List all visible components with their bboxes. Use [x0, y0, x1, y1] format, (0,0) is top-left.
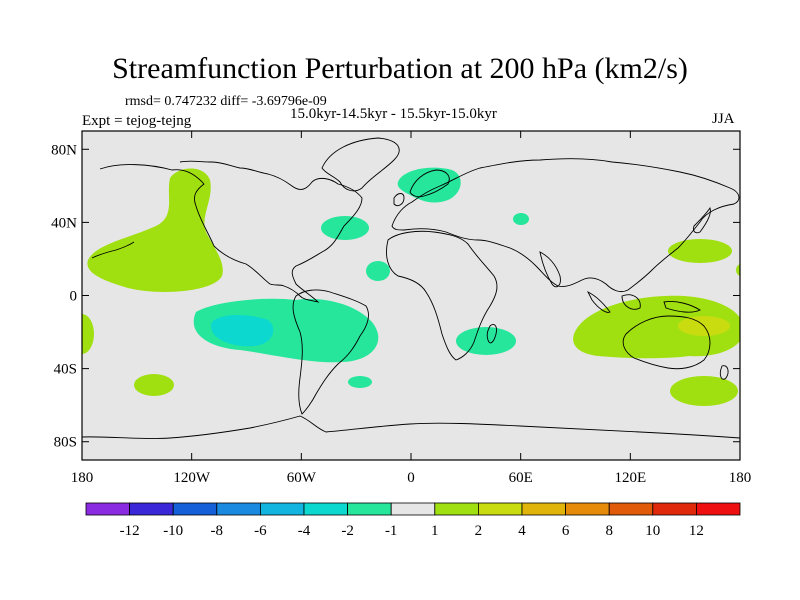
- coast-new-zealand: [719, 365, 729, 380]
- colorbar-swatch: [259, 502, 305, 516]
- region-south-pacific-negative: [193, 298, 379, 363]
- colorbar-label: 10: [645, 523, 660, 539]
- colorbar-swatch: [85, 502, 130, 516]
- colorbar-label: 6: [562, 523, 570, 539]
- region-south-pacific-small-positive: [134, 374, 174, 396]
- coast-new-guinea: [663, 301, 701, 313]
- y-tick-label: 40S: [54, 362, 77, 378]
- colorbar-label: 1: [431, 523, 439, 539]
- region-caribbean-negative: [366, 261, 390, 281]
- colorbar-label: -4: [298, 523, 311, 539]
- map-title: Streamfunction Perturbation at 200 hPa (…: [112, 52, 688, 85]
- coast-scandinavia: [409, 169, 450, 198]
- colorbar-swatch: [565, 502, 610, 516]
- colorbar-label: 2: [475, 523, 483, 539]
- colorbar-label: 8: [605, 523, 613, 539]
- region-southeast-pacific-core: [211, 315, 274, 347]
- contour-fills: [82, 167, 740, 406]
- season-label: JJA: [712, 111, 735, 127]
- region-east-edge-positive: [736, 264, 740, 276]
- region-southwest-pacific-positive: [670, 376, 738, 406]
- colorbar-swatch: [696, 502, 741, 516]
- coast-north-america: [99, 160, 363, 303]
- region-north-pacific-positive: [87, 168, 223, 292]
- x-tick-label: 60E: [509, 470, 533, 486]
- region-west-pacific-positive: [573, 295, 740, 359]
- region-scandinavia-negative: [397, 167, 461, 203]
- map-axes: 180 120W 60W 0 60E 120E 180 80N 40N 0 40S 80S: [51, 131, 751, 486]
- coast-antarctica: [82, 415, 740, 440]
- region-south-atlantic-negative: [348, 376, 372, 388]
- coast-sumatra: [586, 290, 611, 313]
- colorbar-swatch: [129, 502, 174, 516]
- colorbar-swatch: [652, 502, 697, 516]
- region-west-edge-positive: [82, 314, 94, 354]
- stats-line: rmsd= 0.747232 diff= -3.69796e-09: [125, 94, 327, 109]
- coast-australia: [622, 315, 711, 370]
- colorbar-swatch: [434, 502, 479, 516]
- experiment-label: Expt = tejog-tejng: [82, 113, 192, 129]
- colorbar-swatch: [216, 502, 261, 516]
- x-tick-label: 120W: [173, 470, 211, 486]
- colorbar-label: -2: [341, 523, 354, 539]
- coast-alaska: [91, 241, 135, 259]
- colorbar-label: -1: [385, 523, 398, 539]
- colorbar-swatch: [608, 502, 654, 516]
- coastlines: [82, 137, 740, 440]
- colorbar-label: -6: [254, 523, 267, 539]
- y-tick-label: 40N: [51, 215, 77, 231]
- coast-eurasia: [391, 158, 740, 293]
- colorbar-label: -12: [120, 523, 140, 539]
- x-tick-label: 180: [729, 470, 752, 486]
- coast-greenland: [321, 137, 400, 192]
- coast-india: [539, 251, 561, 288]
- colorbar-label: -10: [163, 523, 183, 539]
- y-tick-label: 0: [70, 289, 78, 305]
- coast-africa: [386, 230, 498, 361]
- x-tick-label: 0: [407, 470, 415, 486]
- colorbar-swatch: [347, 502, 392, 516]
- x-tick-label: 60W: [287, 470, 317, 486]
- colorbar-swatch: [172, 502, 218, 516]
- region-south-africa-negative: [456, 327, 516, 355]
- y-tick-label: 80N: [51, 142, 77, 158]
- colorbar-swatch: [390, 502, 436, 516]
- region-caspian-negative: [513, 213, 529, 225]
- period-label: 15.0kyr-14.5kyr - 15.5kyr-15.0kyr: [290, 106, 497, 122]
- colorbar: -12 -10 -8 -6 -4 -2 -1 1 2 4 6 8 10 12: [85, 502, 741, 539]
- region-northwest-pacific-positive: [668, 239, 732, 263]
- region-north-atlantic-negative: [321, 216, 369, 240]
- colorbar-label: 4: [518, 523, 526, 539]
- x-tick-label: 180: [71, 470, 94, 486]
- coast-madagascar: [486, 323, 497, 344]
- coast-japan: [693, 206, 711, 234]
- coast-borneo: [621, 294, 641, 310]
- colorbar-label: 12: [689, 523, 704, 539]
- colorbar-swatch: [521, 502, 566, 516]
- colorbar-swatch: [303, 502, 348, 516]
- colorbar-label: -8: [211, 523, 224, 539]
- colorbar-swatch: [477, 502, 523, 516]
- coast-british-isles: [393, 193, 405, 207]
- y-tick-label: 80S: [54, 435, 77, 451]
- x-tick-label: 120E: [614, 470, 646, 486]
- coast-south-america: [292, 289, 369, 415]
